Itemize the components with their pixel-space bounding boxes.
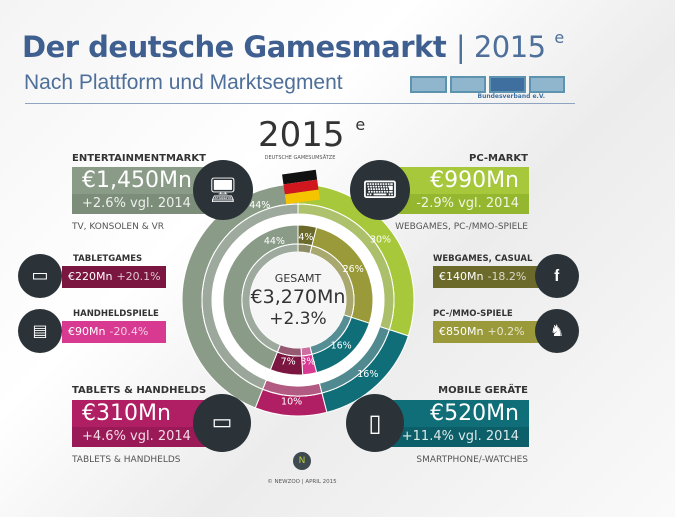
inner-ring-segment-band <box>300 345 313 357</box>
inner-ring-percent-label: 7% <box>281 357 296 368</box>
outer-ring-percent-label: 10% <box>281 396 302 407</box>
outer-ring-segment-band <box>201 203 299 390</box>
germany-flag <box>282 169 320 205</box>
entertainment-label: ENTERTAINMENTMARKT <box>72 153 206 164</box>
browser-icon: 𝐟 <box>535 254 579 298</box>
pc-label: PC-MARKT <box>468 153 528 164</box>
tablet-icon: ▭ <box>18 254 62 298</box>
smartphone-watch-icon: ▯ <box>346 394 404 452</box>
tabletgames-label: TABLETGAMES <box>73 254 143 264</box>
pc-desc: WEBGAMES, PC-/MMO-SPIELE <box>395 222 528 232</box>
handheld-box: €90Mn -20.4% <box>62 321 166 343</box>
inner-ring-percent-label: 44% <box>264 236 285 247</box>
total-value: €3,270Mn <box>250 286 346 308</box>
tablets-label: TABLETS & HANDHELDS <box>72 385 207 396</box>
pc-icon: ⌨ <box>350 160 410 220</box>
webgames-box: €140Mn -18.2% <box>433 266 541 288</box>
newzoo-logo-icon: N <box>293 452 311 470</box>
outer-ring-percent-label: 44% <box>249 200 270 211</box>
center-year: 2015 e <box>258 115 366 155</box>
total-summary: GESAMT €3,270Mn +2.3% <box>238 272 358 330</box>
webgames-label: WEBGAMES, CASUAL <box>433 254 533 264</box>
center-year-subtitle: DEUTSCHE GAMESUMSÄTZE <box>264 155 336 161</box>
outer-ring-percent-label: 30% <box>370 235 391 246</box>
donut-center <box>250 252 346 348</box>
total-change: +2.3% <box>269 309 327 329</box>
entertainment-desc: TV, KONSOLEN & VR <box>72 222 164 232</box>
page-subtitle: Nach Plattform und Marktsegment <box>24 71 343 94</box>
page-title: Der deutsche Gamesmarkt | 2015 e <box>22 28 564 65</box>
tablet-handheld-icon: ▭ <box>193 394 251 452</box>
inner-ring-percent-label: 16% <box>331 340 352 351</box>
footer-credit: © NEWZOO | APRIL 2015 <box>267 479 337 485</box>
inner-ring-percent-label: 26% <box>343 264 364 275</box>
pcmmo-label: PC-/MMO-SPIELE <box>433 309 513 319</box>
outer-ring-percent-label: 16% <box>357 369 378 380</box>
total-label: GESAMT <box>274 272 322 285</box>
tabletgames-box: €220Mn +20.1% <box>62 266 166 288</box>
game-logo: Bundesverband e.V. <box>410 76 565 102</box>
tablets-desc: TABLETS & HANDHELDS <box>72 455 181 465</box>
tv-console-vr-icon: 🖥 <box>193 160 253 220</box>
mobile-desc: SMARTPHONE/-WATCHES <box>416 455 528 465</box>
handheld-console-icon: ▤ <box>18 309 62 353</box>
mobile-label: MOBILE GERÄTE <box>438 385 528 396</box>
handheld-label: HANDHELDSPIELE <box>73 309 159 319</box>
inner-ring-percent-label: 4% <box>298 232 313 243</box>
divider <box>25 103 575 104</box>
pcmmo-box: €850Mn +0.2% <box>433 321 541 343</box>
inner-ring-percent-label: 3% <box>300 357 315 368</box>
pc-mmo-icon: ♞ <box>535 309 579 353</box>
